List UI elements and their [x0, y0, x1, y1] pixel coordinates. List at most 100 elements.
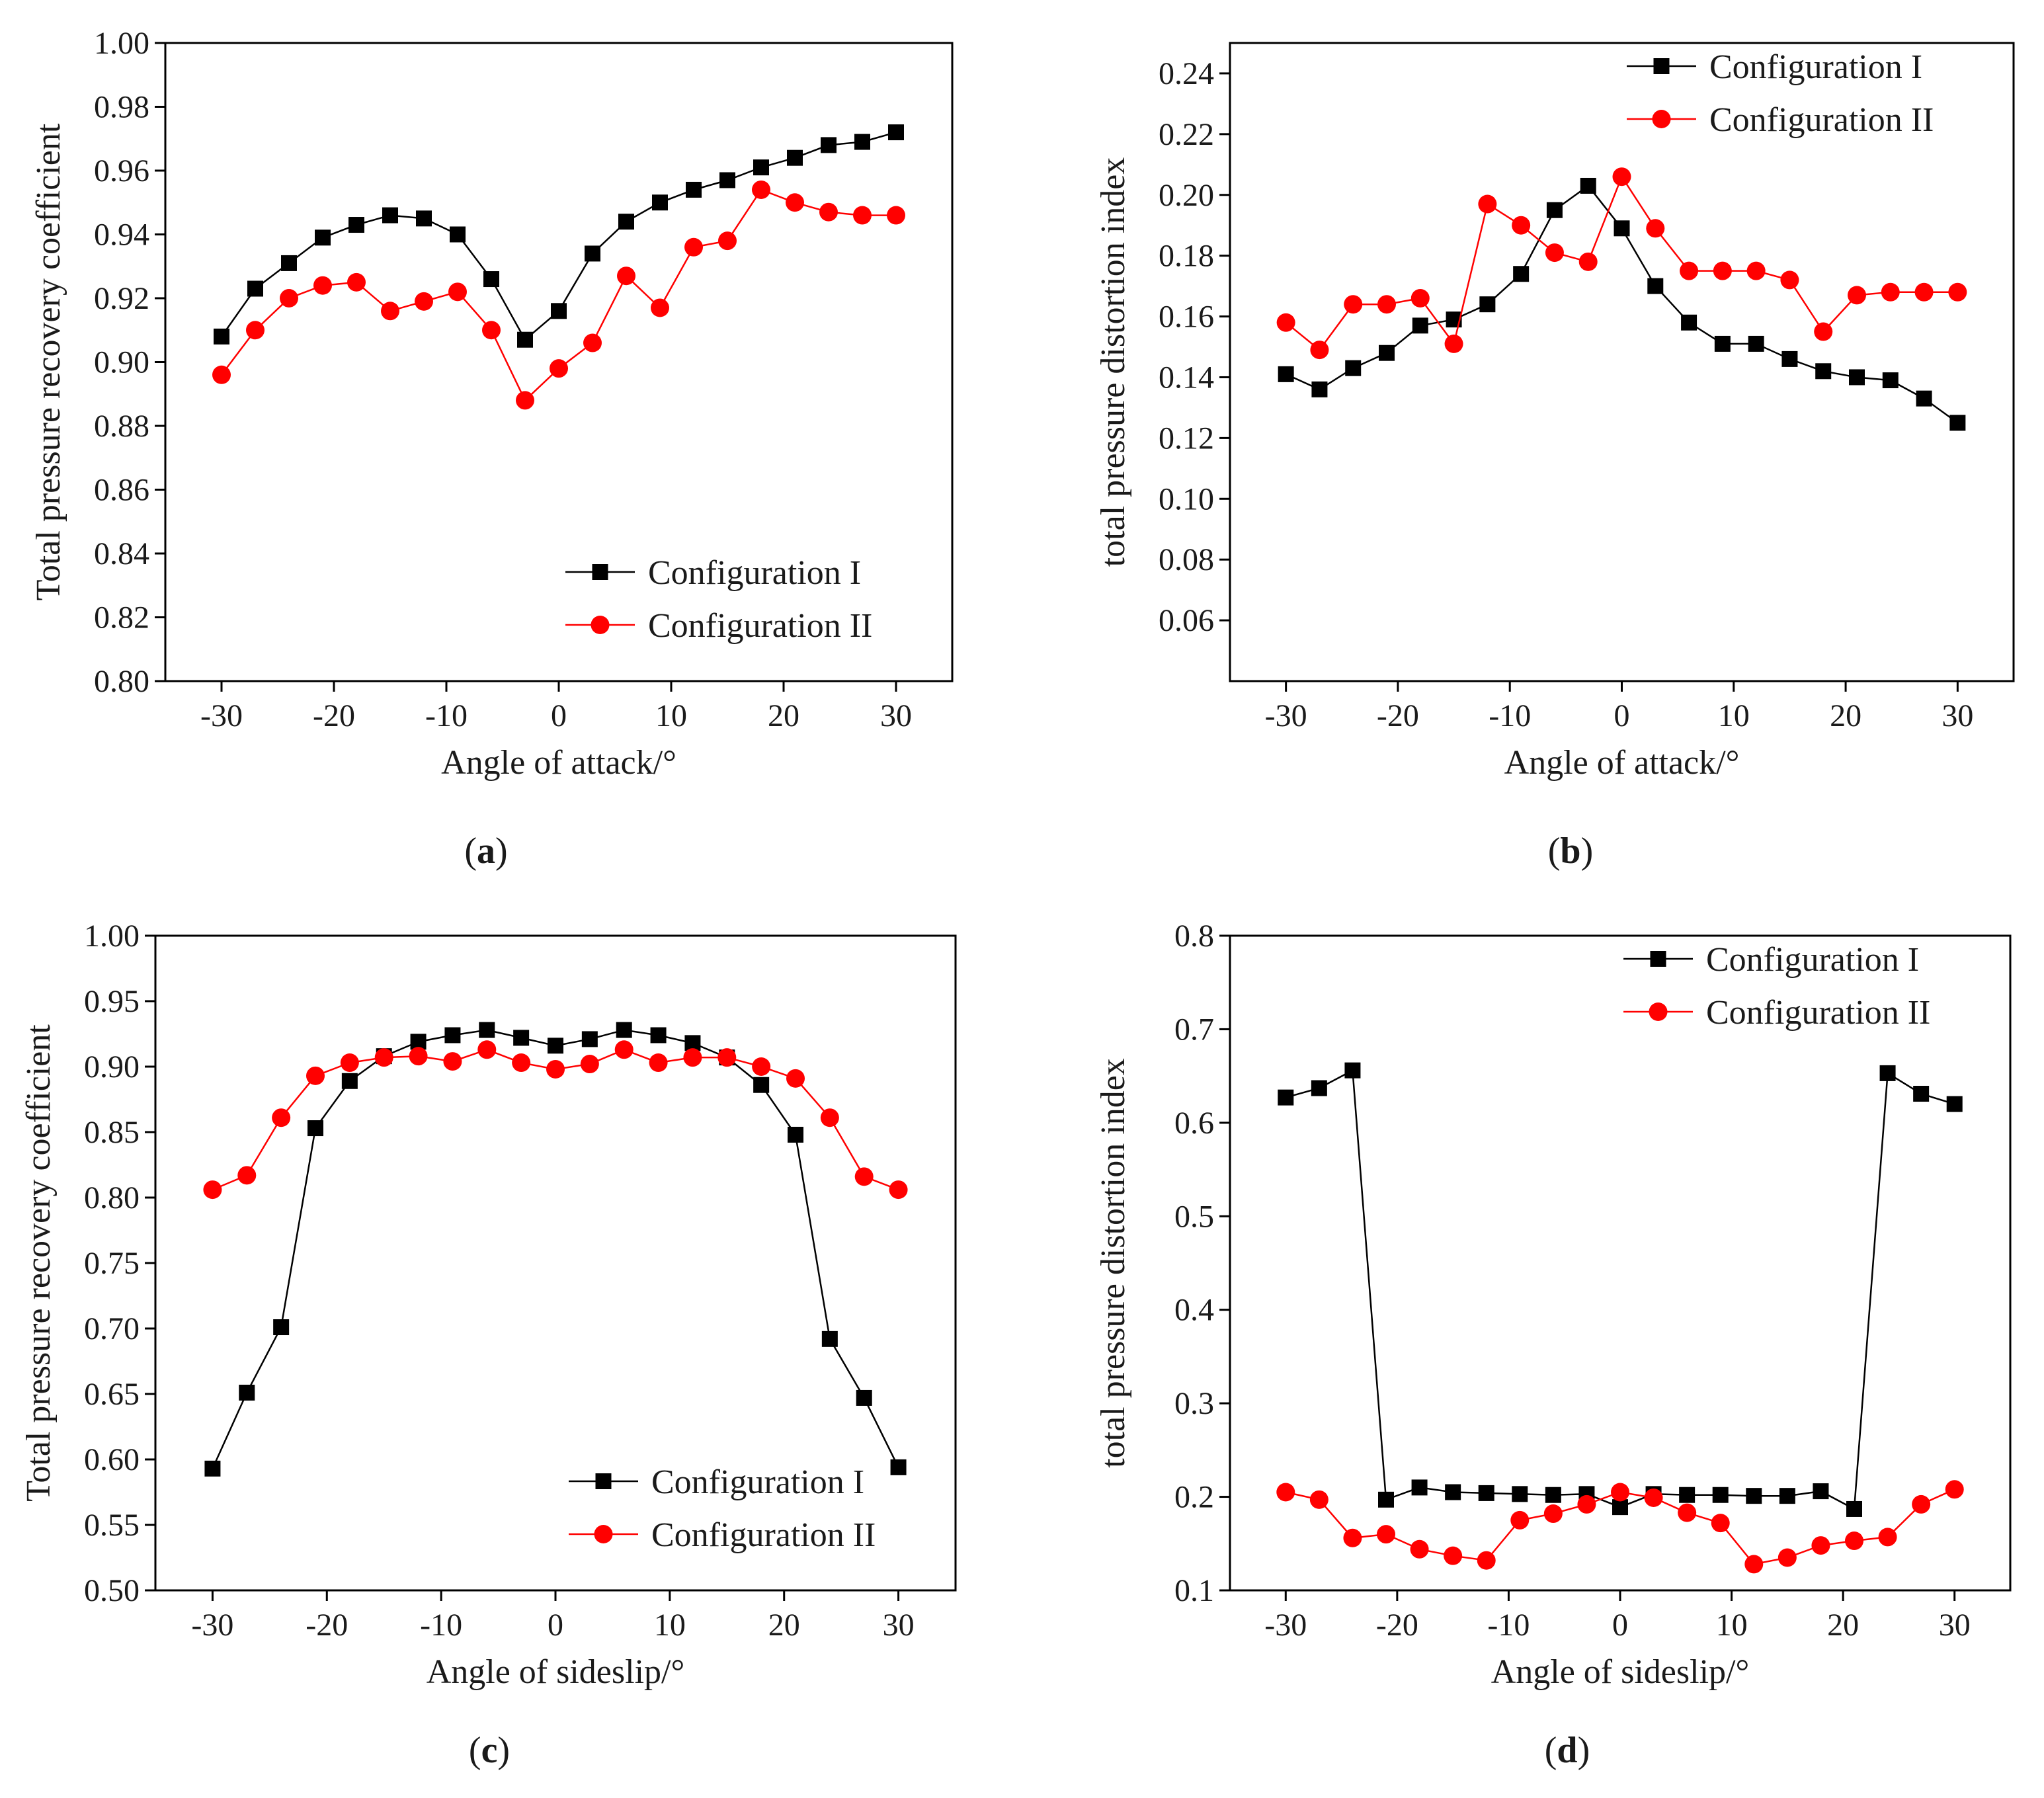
data-point-square: [753, 1077, 770, 1093]
panel-label-letter: b: [1560, 831, 1580, 872]
series-line: [1285, 1069, 1955, 1511]
data-point-square: [888, 124, 904, 141]
data-point-circle: [1343, 1528, 1362, 1547]
legend-label-configuration-ii: Configuration II: [651, 1516, 876, 1554]
y-tick-label: 0.24: [1159, 56, 1214, 91]
legend-circle-marker-icon: [591, 616, 610, 634]
data-point-circle: [617, 266, 635, 286]
x-tick-label: 0: [548, 1608, 563, 1643]
data-point-circle: [1611, 1483, 1629, 1502]
y-tick-label: 0.84: [94, 536, 149, 571]
data-point-circle: [1276, 313, 1295, 332]
data-point-circle: [1444, 334, 1463, 353]
panel-label-close: ): [1578, 1730, 1590, 1771]
legend-item-configuration-i: Configuration I: [565, 554, 861, 592]
data-point-circle: [786, 193, 804, 212]
data-point-square: [581, 1031, 598, 1047]
data-point-circle: [854, 1167, 874, 1186]
panel-label-close: ): [1581, 831, 1594, 872]
x-tick-label: 0: [1612, 1608, 1628, 1643]
data-point-square: [1849, 369, 1865, 386]
data-point-circle: [1512, 216, 1531, 235]
data-point-square: [1781, 350, 1798, 367]
data-point-square: [1278, 366, 1294, 382]
data-point-circle: [1744, 1555, 1764, 1574]
x-tick-label: 30: [1939, 1608, 1971, 1643]
legend-label-configuration-i: Configuration I: [1709, 48, 1922, 86]
x-tick-label: -10: [1489, 698, 1531, 733]
data-point-square: [1545, 1487, 1561, 1503]
data-point-square: [548, 1038, 563, 1054]
data-point-square: [788, 1126, 803, 1143]
data-point-square: [1946, 1096, 1963, 1112]
data-point-square: [204, 1460, 221, 1477]
x-axis-label: Angle of attack/°: [441, 744, 676, 782]
y-tick-label: 0.6: [1174, 1106, 1214, 1141]
data-point-circle: [819, 202, 838, 222]
legend-item-configuration-ii: Configuration II: [1623, 994, 1930, 1032]
y-tick-label: 0.14: [1159, 360, 1214, 395]
data-point-circle: [415, 292, 433, 311]
data-point-square: [753, 159, 769, 176]
x-tick-label: -10: [420, 1608, 462, 1643]
data-point-circle: [443, 1052, 462, 1071]
y-tick-label: 0.96: [94, 153, 149, 188]
data-point-circle: [786, 1069, 805, 1088]
x-tick-label: 0: [1614, 698, 1630, 733]
data-point-square: [1478, 1485, 1494, 1501]
data-point-square: [1813, 1483, 1829, 1500]
y-tick-label: 0.85: [84, 1115, 140, 1150]
data-point-circle: [1444, 1546, 1463, 1565]
data-point-circle: [717, 1048, 737, 1067]
data-point-square: [1612, 1499, 1628, 1516]
data-point-square: [479, 1022, 495, 1038]
legend-label-configuration-ii: Configuration II: [1709, 101, 1934, 139]
data-point-circle: [853, 206, 872, 225]
y-tick-label: 0.8: [1174, 919, 1214, 954]
data-point-circle: [820, 1108, 839, 1127]
y-tick-label: 0.90: [94, 345, 149, 380]
data-point-circle: [1543, 1504, 1563, 1524]
data-point-circle: [1510, 1510, 1530, 1530]
data-point-square: [1513, 266, 1530, 282]
data-point-circle: [580, 1055, 599, 1074]
data-point-square: [1916, 390, 1932, 407]
x-axis-label: Angle of sideslip/°: [1491, 1653, 1750, 1691]
panel-label-a: (a): [464, 831, 507, 872]
data-point-circle: [1644, 1488, 1663, 1507]
y-tick-label: 1.00: [84, 919, 140, 954]
x-tick-label: -30: [1264, 1608, 1307, 1643]
data-point-square: [281, 255, 297, 271]
series-configuration-ii: [1276, 1480, 1964, 1574]
y-tick-label: 0.22: [1159, 117, 1214, 152]
y-tick-label: 0.55: [84, 1508, 140, 1543]
data-point-circle: [1945, 1480, 1964, 1499]
data-point-circle: [246, 321, 265, 340]
data-point-square: [247, 280, 263, 297]
data-point-square: [1344, 1062, 1361, 1079]
data-point-circle: [649, 1053, 668, 1073]
data-point-circle: [409, 1047, 428, 1066]
legend-label-configuration-ii: Configuration II: [648, 607, 872, 645]
data-point-square: [214, 328, 229, 345]
chart-panel-d: -30 -20 -10 0 10 20 30 0.1 0.2 0.3 0.4 0.5 0.6 0.7 0.8…: [1094, 919, 2012, 1771]
data-point-circle: [306, 1066, 325, 1085]
data-point-circle: [1746, 261, 1766, 280]
data-point-square: [1949, 415, 1966, 431]
data-point-square: [1714, 335, 1731, 352]
data-point-square: [341, 1073, 358, 1089]
data-point-circle: [1848, 286, 1866, 305]
y-tick-label: 0.60: [84, 1442, 140, 1477]
series-configuration-i: [214, 124, 904, 348]
data-point-circle: [347, 272, 366, 292]
data-point-circle: [1646, 219, 1665, 238]
data-point-square: [616, 1022, 632, 1038]
panel-label-close: ): [495, 831, 508, 872]
y-tick-label: 0.5: [1174, 1199, 1214, 1234]
data-point-square: [517, 331, 533, 348]
legend-item-configuration-ii: Configuration II: [1627, 101, 1934, 139]
data-point-circle: [1309, 1490, 1329, 1509]
legend-item-configuration-i: Configuration I: [569, 1463, 864, 1501]
data-point-square: [1412, 317, 1428, 334]
legend-square-marker-icon: [592, 564, 608, 580]
